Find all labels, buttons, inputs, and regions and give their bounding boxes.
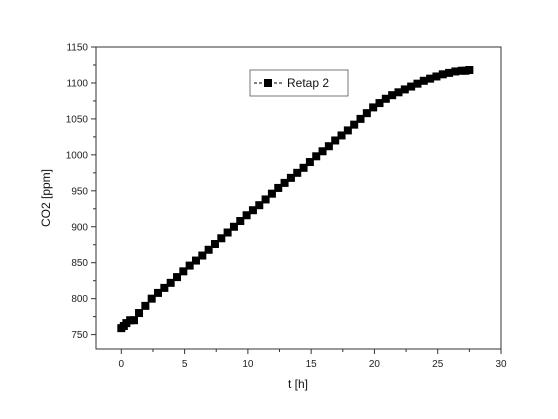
data-point — [343, 126, 352, 135]
data-point — [362, 109, 371, 118]
data-point — [293, 168, 302, 177]
data-point — [185, 261, 194, 270]
data-point — [324, 142, 333, 151]
y-tick-label: 950 — [71, 186, 88, 197]
data-point — [191, 256, 200, 265]
data-point — [248, 206, 257, 215]
data-point — [147, 294, 156, 303]
data-point — [445, 68, 454, 77]
data-point — [198, 251, 207, 260]
x-tick-label: 0 — [119, 359, 125, 370]
y-tick-label: 1100 — [66, 78, 88, 89]
data-point — [210, 240, 219, 249]
x-tick-label: 15 — [306, 359, 318, 370]
data-point — [129, 316, 138, 325]
legend: Retap 2 — [249, 69, 349, 97]
data-point — [242, 211, 251, 220]
x-tick-label: 10 — [242, 359, 254, 370]
data-point — [299, 163, 308, 172]
data-point — [388, 91, 397, 100]
data-point — [305, 158, 314, 167]
data-point — [286, 173, 295, 182]
data-point — [160, 283, 169, 292]
data-point — [419, 76, 428, 85]
data-point — [318, 147, 327, 156]
data-point — [166, 278, 175, 287]
data-point — [223, 228, 232, 237]
data-point — [438, 70, 447, 79]
y-tick-label: 750 — [71, 330, 88, 341]
data-point — [400, 85, 409, 94]
data-point — [179, 267, 188, 276]
data-point — [432, 72, 441, 81]
data-point — [451, 67, 460, 76]
y-tick-label: 900 — [71, 222, 88, 233]
data-point — [229, 222, 238, 231]
data-point — [413, 79, 422, 88]
data-point — [331, 136, 340, 145]
plot-frame — [95, 46, 502, 350]
y-tick-label: 800 — [71, 294, 88, 305]
data-point — [280, 178, 289, 187]
x-tick-label: 20 — [369, 359, 381, 370]
data-point — [255, 201, 264, 210]
x-tick-label: 30 — [495, 359, 507, 370]
data-point — [141, 301, 150, 310]
x-tick-label: 25 — [432, 359, 444, 370]
data-point — [204, 245, 213, 254]
data-point — [407, 82, 416, 91]
data-point — [217, 234, 226, 243]
data-point — [173, 273, 181, 282]
y-tick-label: 1050 — [66, 114, 89, 125]
data-point — [465, 66, 474, 75]
data-point — [274, 183, 283, 192]
series-layer — [117, 66, 474, 333]
data-point — [375, 99, 384, 108]
y-tick-label: 850 — [71, 258, 88, 269]
data-point — [350, 120, 359, 129]
x-axis-ticks: 0 5 10 15 20 25 30 — [119, 349, 507, 370]
data-point — [394, 88, 403, 97]
y-tick-label: 1000 — [66, 150, 89, 161]
data-point — [356, 114, 365, 123]
legend-label: Retap 2 — [287, 76, 329, 90]
data-point — [426, 74, 435, 83]
data-point — [135, 309, 144, 318]
data-point — [312, 152, 321, 161]
legend-marker — [264, 79, 272, 87]
data-point — [236, 217, 245, 226]
series-line — [120, 69, 470, 329]
data-point — [267, 189, 276, 198]
y-tick-label: 1150 — [66, 43, 88, 54]
y-axis-ticks: 750 800 850 900 950 1000 1050 1100 1150 — [66, 43, 96, 341]
x-axis-label: t [h] — [288, 377, 308, 391]
y-axis-label: CO2 [ppm] — [39, 169, 53, 227]
data-point — [369, 103, 378, 112]
data-point — [261, 195, 270, 204]
data-point — [381, 94, 390, 103]
data-point — [337, 131, 346, 140]
x-tick-label: 5 — [182, 359, 188, 370]
data-point — [154, 288, 163, 297]
